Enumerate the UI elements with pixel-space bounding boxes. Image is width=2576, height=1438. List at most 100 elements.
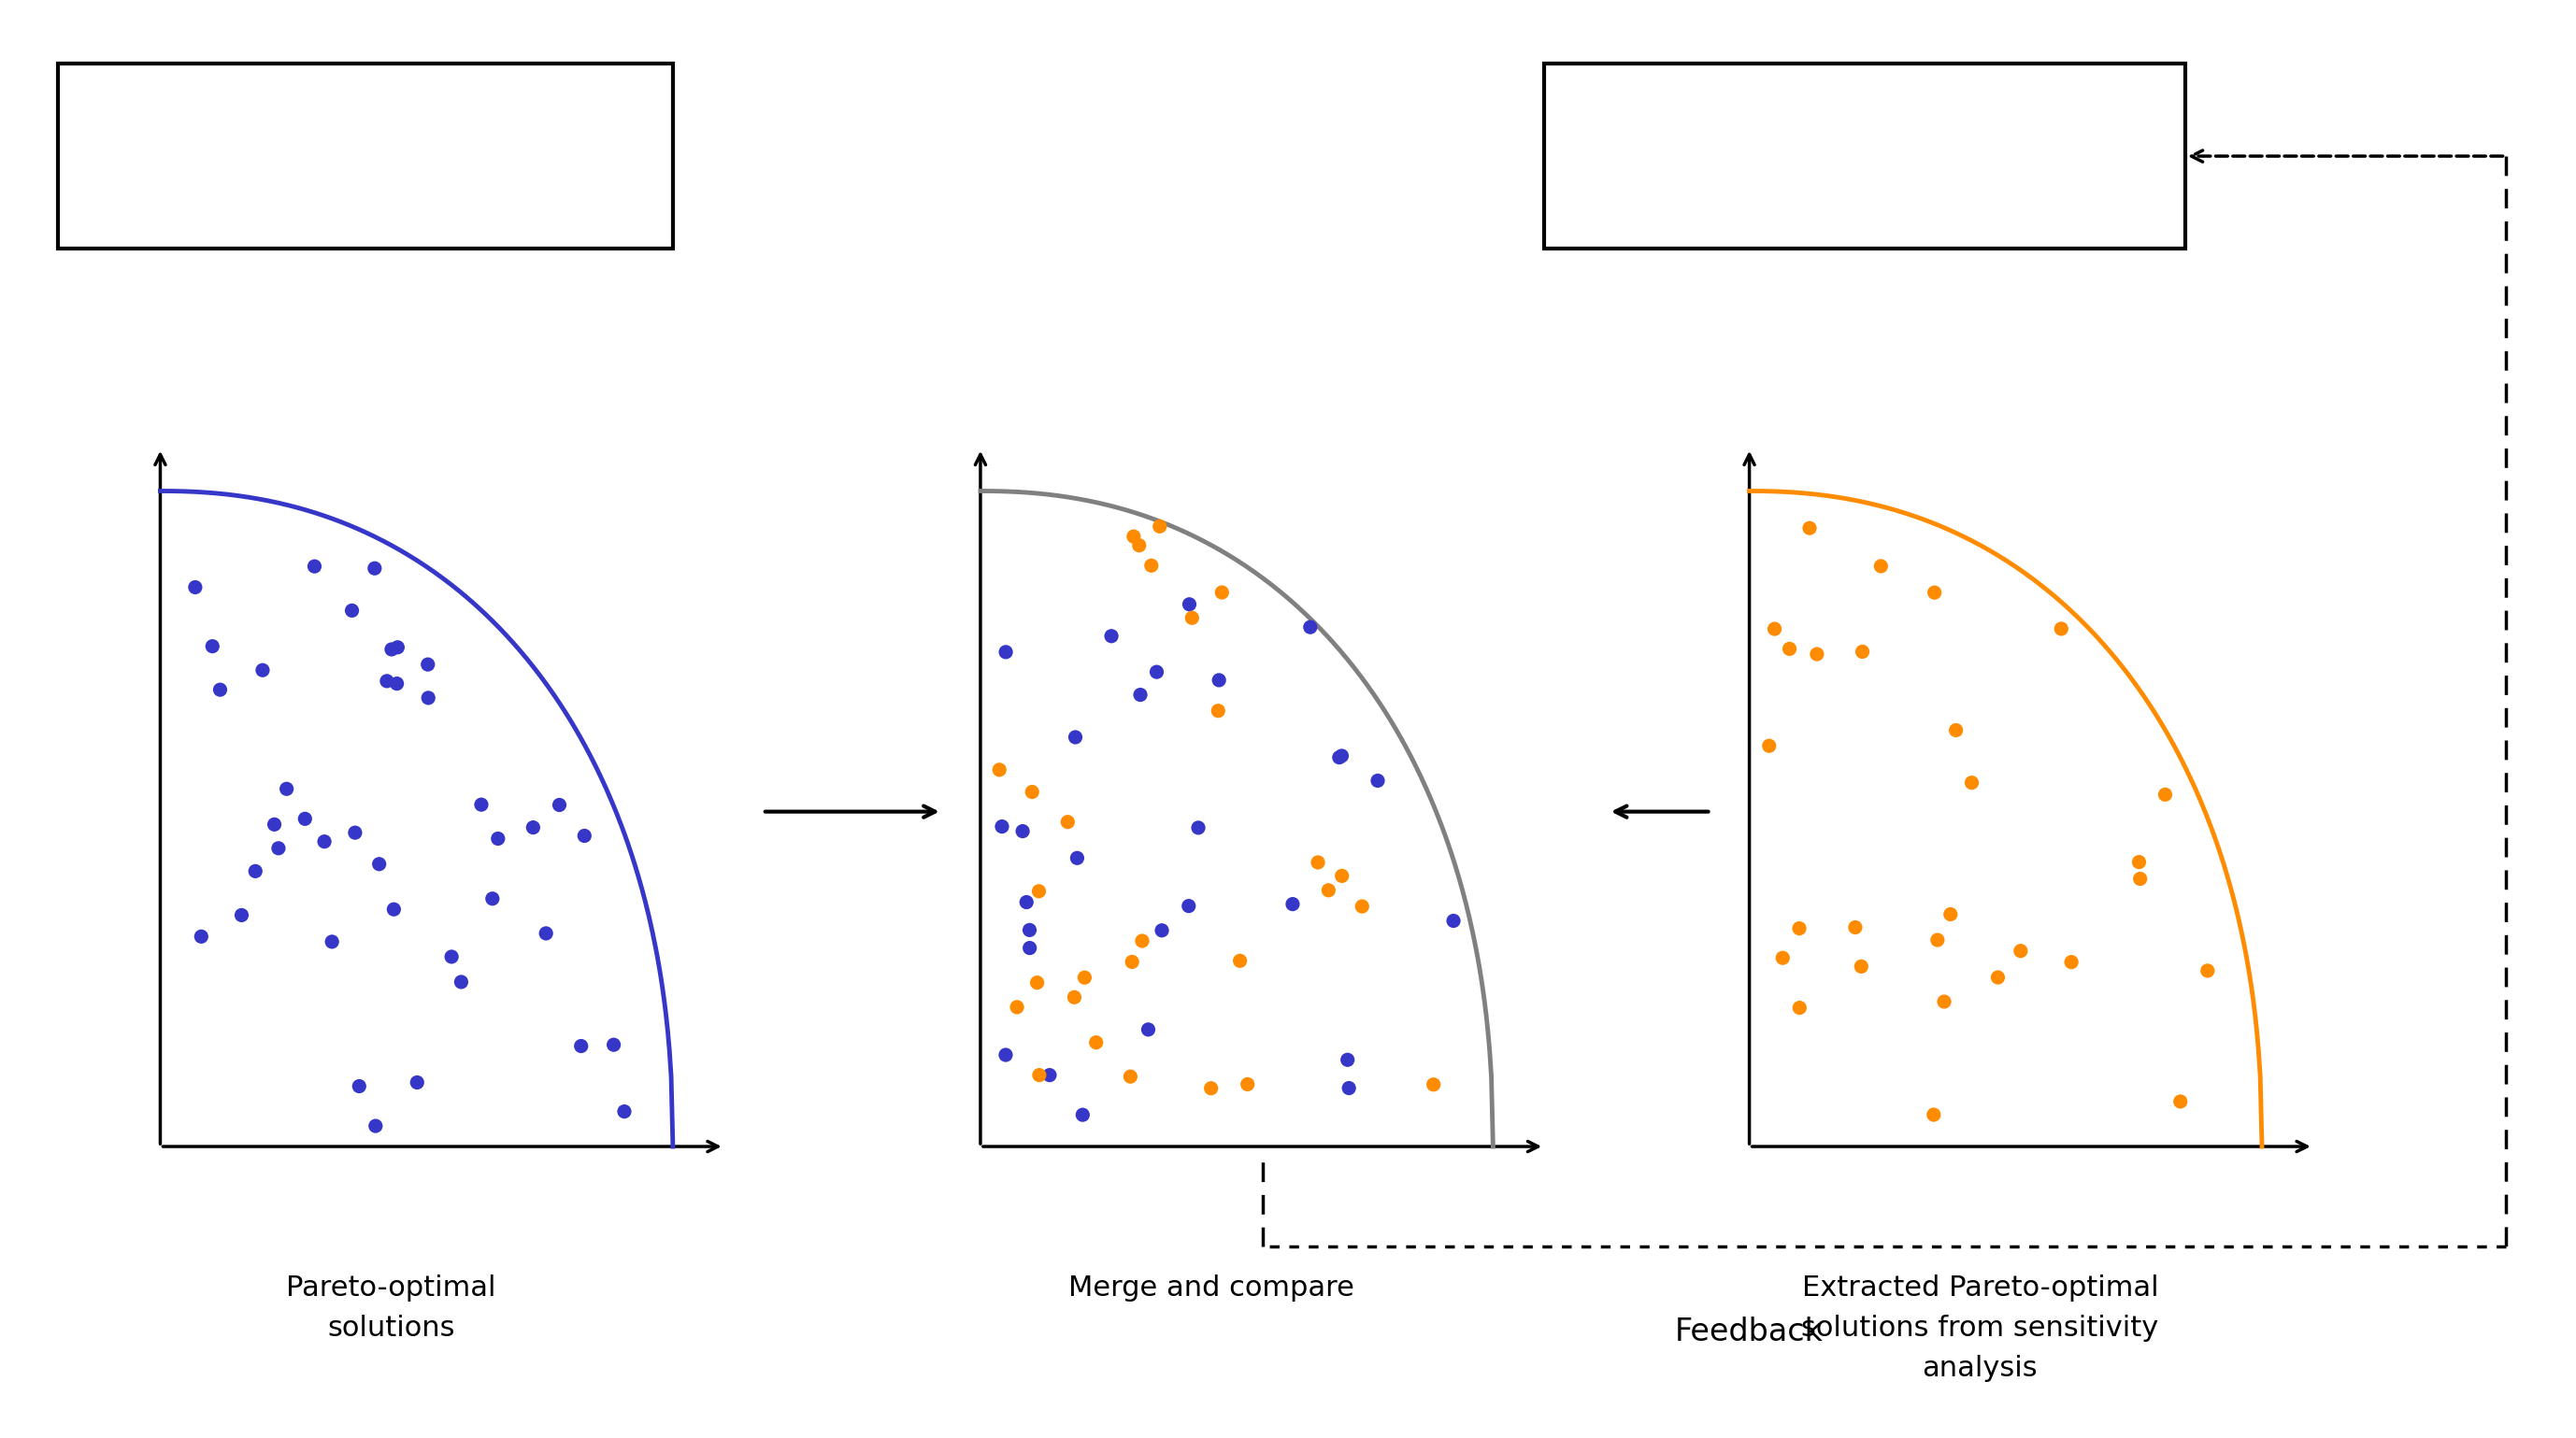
Point <box>294 555 335 578</box>
Point <box>1121 929 1162 952</box>
Text: Feedback: Feedback <box>1674 1316 1824 1347</box>
Point <box>366 670 407 693</box>
Point <box>1754 617 1795 640</box>
Point <box>1141 919 1182 942</box>
Point <box>175 575 216 598</box>
Point <box>1319 746 1360 769</box>
Point <box>1010 919 1051 942</box>
Point <box>304 830 345 853</box>
Point <box>1054 726 1095 749</box>
Point <box>1077 1031 1118 1054</box>
Point <box>1291 615 1332 638</box>
Point <box>461 794 502 817</box>
Point <box>1167 894 1208 917</box>
Point <box>1218 949 1260 972</box>
Point <box>1005 890 1046 913</box>
Point <box>180 925 222 948</box>
Point <box>407 686 448 709</box>
Point <box>1321 745 1363 768</box>
Point <box>1978 966 2020 989</box>
Point <box>1018 880 1059 903</box>
Point <box>1028 1064 1069 1087</box>
Point <box>358 853 399 876</box>
Point <box>1012 781 1054 804</box>
Point <box>1226 1073 1267 1096</box>
Point <box>526 922 567 945</box>
Point <box>255 812 296 835</box>
Point <box>258 837 299 860</box>
Point <box>335 821 376 844</box>
Point <box>1777 917 1819 940</box>
Point <box>979 758 1020 781</box>
Point <box>1914 581 1955 604</box>
Point <box>332 600 374 623</box>
Point <box>1200 581 1242 604</box>
Point <box>1917 929 1958 952</box>
Point <box>1795 643 1837 666</box>
Point <box>198 679 240 702</box>
Point <box>562 1034 603 1057</box>
Point <box>2187 959 2228 982</box>
FancyBboxPatch shape <box>1543 63 2184 249</box>
Point <box>2120 867 2161 890</box>
Point <box>603 1100 644 1123</box>
Point <box>242 659 283 682</box>
Point <box>1999 939 2040 962</box>
Point <box>1064 966 1105 989</box>
Point <box>984 640 1025 663</box>
Point <box>1309 879 1350 902</box>
Point <box>1018 971 1059 994</box>
Point <box>1860 555 1901 578</box>
Point <box>1121 683 1162 706</box>
Point <box>1950 771 1991 794</box>
Point <box>1298 851 1340 874</box>
Point <box>513 815 554 838</box>
Point <box>1749 735 1790 758</box>
Text: ABM: ABM <box>1808 135 1922 177</box>
Point <box>440 971 482 994</box>
Point <box>592 1034 634 1057</box>
Point <box>1136 660 1177 683</box>
Point <box>265 778 307 801</box>
Point <box>1358 769 1399 792</box>
Text: Extracted Pareto-optimal
solutions from sensitivity
analysis: Extracted Pareto-optimal solutions from … <box>1801 1274 2159 1382</box>
Point <box>1432 909 1473 932</box>
Point <box>1834 916 1875 939</box>
Point <box>997 995 1038 1018</box>
Point <box>1170 592 1211 615</box>
Point <box>1780 997 1821 1020</box>
Point <box>1110 1066 1151 1089</box>
Point <box>337 1074 379 1097</box>
Point <box>477 827 518 850</box>
Point <box>374 897 415 920</box>
Point <box>981 815 1023 838</box>
Point <box>1190 1077 1231 1100</box>
Point <box>1128 1018 1170 1041</box>
Point <box>1046 811 1087 834</box>
Point <box>1061 1103 1103 1126</box>
Point <box>1110 951 1151 974</box>
Point <box>1113 525 1154 548</box>
Point <box>376 636 417 659</box>
Point <box>1018 1064 1059 1087</box>
Point <box>1177 817 1218 840</box>
Point <box>1762 946 1803 969</box>
Point <box>1935 719 1976 742</box>
Point <box>407 653 448 676</box>
Point <box>984 1044 1025 1067</box>
Point <box>1131 554 1172 577</box>
Point <box>1329 1077 1370 1100</box>
Point <box>371 638 412 661</box>
Point <box>1139 515 1180 538</box>
Text: Merge and compare: Merge and compare <box>1069 1274 1355 1301</box>
Point <box>355 1114 397 1137</box>
Point <box>234 860 276 883</box>
Point <box>1273 893 1314 916</box>
Point <box>1090 624 1131 647</box>
Point <box>1342 894 1383 917</box>
Point <box>1056 847 1097 870</box>
Point <box>376 672 417 695</box>
Point <box>471 887 513 910</box>
Point <box>191 634 232 657</box>
FancyBboxPatch shape <box>57 63 672 249</box>
